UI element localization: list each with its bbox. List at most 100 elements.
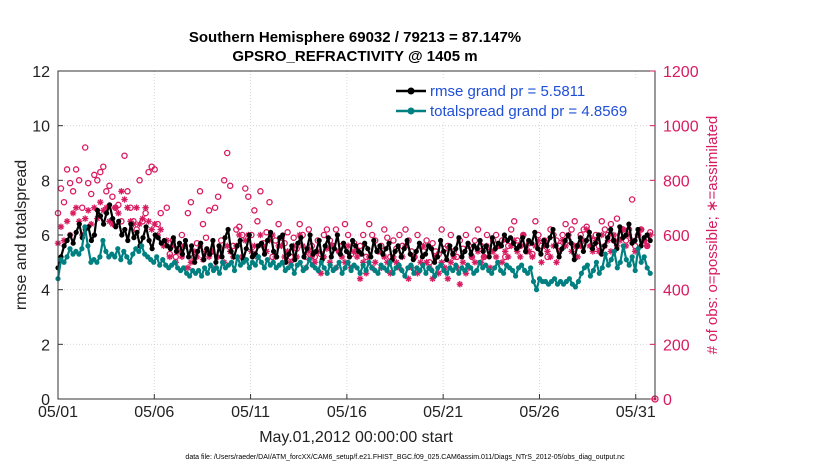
spread-point	[103, 248, 109, 254]
spread-point	[584, 262, 591, 268]
assimilated-point	[502, 248, 509, 255]
assimilated-point	[547, 253, 554, 261]
rmse-point	[292, 257, 298, 263]
spread-point	[620, 243, 626, 249]
possible-point	[75, 177, 83, 184]
assimilated-point	[444, 275, 451, 282]
y-right-tick-label: 0	[663, 392, 672, 409]
asterisk-stroke	[58, 224, 64, 230]
rmse-point	[577, 235, 583, 241]
spread-point	[136, 248, 142, 254]
rmse-point	[198, 240, 204, 246]
possible-point	[381, 226, 388, 233]
spread-point	[261, 265, 267, 271]
rmse-point	[195, 248, 201, 254]
rmse-point	[216, 243, 222, 249]
rmse-point	[644, 232, 650, 238]
spread-point	[67, 246, 73, 252]
spread-point	[605, 262, 611, 268]
possible-point	[532, 218, 539, 225]
spread-point	[157, 262, 163, 268]
possible-point	[223, 149, 231, 157]
assimilated-point	[471, 259, 479, 266]
spread-point	[151, 259, 157, 265]
rmse-point	[432, 259, 438, 265]
rmse-point	[128, 221, 134, 227]
asterisk-stroke	[469, 254, 475, 260]
assimilated-point	[459, 259, 467, 266]
spread-point	[64, 254, 70, 260]
possible-point	[384, 234, 391, 241]
asterisk-stroke	[148, 226, 155, 233]
assimilated-point	[257, 231, 264, 239]
possible-point	[296, 220, 303, 228]
y-tick-label: 6	[41, 228, 50, 245]
spread-point	[130, 251, 136, 257]
asterisk-stroke	[167, 254, 173, 260]
spread-point	[635, 246, 641, 252]
x-tick-label: 05/11	[231, 404, 270, 421]
rmse-point	[599, 251, 605, 257]
rmse-point	[538, 251, 544, 257]
x-tick-label: 05/31	[616, 404, 656, 421]
possible-point	[84, 179, 92, 187]
spread-point	[611, 248, 617, 254]
rmse-point	[155, 235, 161, 241]
spread-point	[593, 259, 600, 265]
asterisk-stroke	[493, 254, 499, 260]
spread-point	[124, 254, 130, 260]
asterisk-stroke	[547, 254, 554, 260]
possible-point	[492, 231, 500, 239]
spread-point	[608, 257, 614, 263]
possible-point	[145, 168, 152, 176]
possible-point	[275, 220, 282, 228]
rmse-point	[365, 246, 371, 252]
rmse-point	[571, 257, 577, 263]
spread-point	[599, 265, 605, 271]
possible-point	[607, 220, 615, 228]
spread-point	[354, 265, 360, 271]
rmse-point	[316, 237, 322, 244]
spread-point	[509, 267, 516, 274]
spread-point	[390, 270, 396, 276]
rmse-point	[140, 235, 146, 241]
spread-point	[647, 270, 653, 276]
rmse-point	[550, 226, 556, 233]
rmse-point	[274, 254, 280, 260]
rmse-point	[544, 243, 550, 249]
possible-point	[199, 220, 207, 228]
rmse-point	[380, 251, 386, 257]
possible-point	[66, 179, 74, 187]
spread-point	[139, 243, 145, 249]
spread-point	[363, 267, 369, 274]
possible-point	[568, 226, 575, 233]
spread-point	[614, 265, 620, 271]
spread-point	[187, 273, 193, 279]
rmse-point	[632, 237, 638, 244]
spread-point	[318, 259, 324, 265]
spread-point	[94, 259, 100, 265]
rmse-point	[596, 232, 602, 238]
asterisk-stroke	[251, 243, 258, 249]
spread-point	[495, 259, 501, 265]
asterisk-stroke	[85, 207, 91, 214]
spread-point	[118, 257, 124, 263]
possible-point	[106, 182, 113, 190]
y-axis-left: 0 2 4 6 8 10 12	[32, 64, 63, 409]
rmse-point	[328, 254, 334, 260]
possible-point	[474, 226, 482, 233]
rmse-point	[453, 246, 459, 252]
assimilated-point	[544, 248, 551, 255]
rmse-point	[189, 243, 195, 249]
possible-point	[124, 188, 131, 195]
asterisk-stroke	[526, 248, 533, 255]
spread-point	[438, 262, 444, 268]
rmse-point	[70, 240, 76, 246]
y-tick-label: 12	[32, 64, 50, 81]
rmse-point	[107, 202, 113, 208]
possible-point	[462, 231, 470, 239]
spread-point	[97, 254, 103, 260]
spread-point	[306, 257, 312, 263]
spread-point	[202, 265, 208, 271]
possible-point	[365, 220, 373, 228]
